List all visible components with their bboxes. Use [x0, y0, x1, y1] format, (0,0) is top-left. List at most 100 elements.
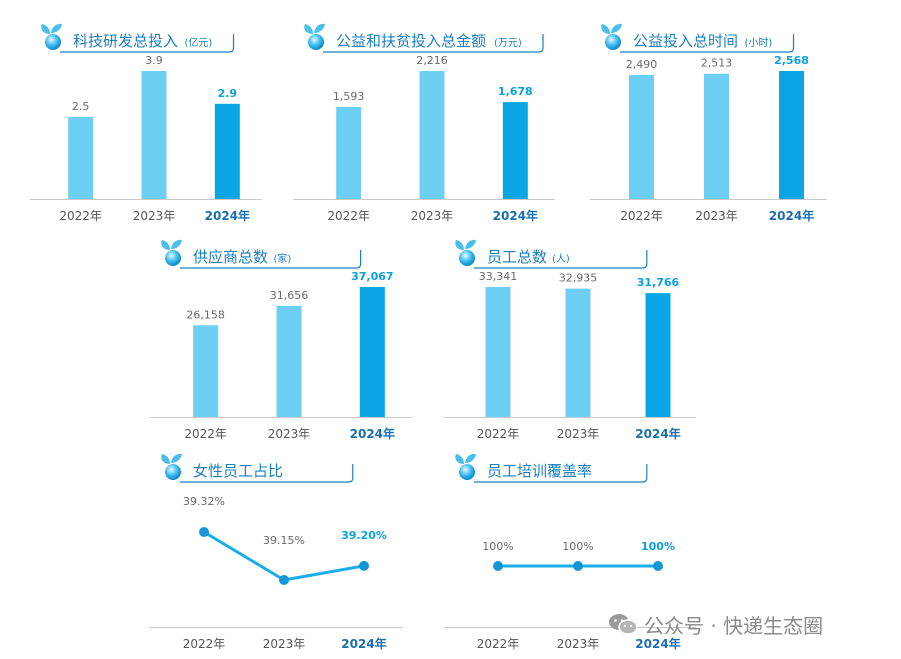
point-1	[279, 575, 289, 585]
value-label-0: 26,158	[186, 308, 225, 321]
title-underline	[323, 34, 544, 53]
panel-female-ratio: 女性员工占比 39.32% 2022年 39.15% 2023年 39.20% 2024年	[150, 446, 410, 654]
category-label-1: 2023年	[263, 637, 306, 651]
value-label-2: 1,678	[498, 85, 533, 98]
leaf-left	[455, 240, 464, 250]
chart-header: 员工总数 (人)	[455, 239, 648, 269]
chart-rd-investment: 科技研发总投入 (亿元) 2.5 2022年 3.9 2023年 2.9 2024年	[30, 23, 262, 223]
value-label-0: 2,490	[626, 58, 658, 71]
leaf-globe-icon	[161, 453, 182, 480]
bar-0	[193, 325, 219, 417]
chart-title: 科技研发总投入	[73, 32, 178, 50]
leaf-left	[304, 24, 313, 34]
value-label-2: 37,067	[351, 270, 393, 283]
category-label-1: 2023年	[133, 209, 176, 223]
category-label-1: 2023年	[268, 427, 311, 441]
title-underline	[474, 250, 648, 269]
value-label-0: 33,341	[479, 270, 518, 283]
category-label-1: 2023年	[411, 209, 454, 223]
value-label-0: 100%	[482, 540, 513, 553]
chart-header: 科技研发总投入 (亿元)	[41, 23, 235, 53]
chart-header: 女性员工占比	[161, 453, 354, 483]
panel-rd-investment: 科技研发总投入 (亿元) 2.5 2022年 3.9 2023年 2.9 2024年	[30, 16, 270, 226]
category-label-0: 2022年	[620, 209, 663, 223]
point-1	[573, 561, 583, 571]
bar-2	[779, 71, 804, 199]
globe-sphere	[165, 464, 181, 480]
bar-2	[359, 287, 385, 417]
leaf-left	[161, 454, 170, 464]
leaf-globe-icon	[161, 239, 182, 266]
bar-1	[419, 71, 445, 199]
watermark: 公众号 · 快递生态圈	[608, 610, 878, 638]
chart-title: 员工总数	[487, 248, 547, 266]
chart-training-coverage: 员工培训覆盖率 100% 2022年 100% 2023年 100% 2024年	[444, 453, 696, 651]
category-label-2: 2024年	[205, 208, 250, 223]
leaf-right	[171, 453, 182, 463]
globe-sphere	[45, 34, 61, 50]
value-label-1: 2,513	[701, 57, 733, 70]
title-underline	[474, 464, 648, 483]
value-label-0: 2.5	[72, 100, 90, 113]
chart-female-ratio: 女性员工占比 39.32% 2022年 39.15% 2023年 39.20% 2024年	[150, 453, 402, 651]
category-label-2: 2024年	[635, 636, 680, 651]
value-label-1: 32,935	[559, 272, 598, 285]
chart-charity-amount: 公益和扶贫投入总金额 (万元) 1,593 2022年 2,216 2023年 1,678 2…	[293, 23, 555, 223]
chart-header: 公益投入总时间 (小时)	[601, 23, 795, 53]
chart-header: 供应商总数 (家)	[161, 239, 362, 269]
value-label-2: 2.9	[218, 87, 238, 100]
category-label-1: 2023年	[695, 209, 738, 223]
value-label-1: 100%	[562, 540, 593, 553]
leaf-right	[314, 23, 325, 33]
leaf-globe-icon	[455, 453, 476, 480]
point-0	[199, 527, 209, 537]
chart-supplier-count: 供应商总数 (家) 26,158 2022年 31,656 2023年 37,067 2024…	[150, 239, 412, 441]
category-label-0: 2022年	[184, 427, 227, 441]
chart-unit: (家)	[274, 252, 292, 265]
chart-unit: (亿元)	[185, 36, 213, 49]
leaf-left	[455, 454, 464, 464]
title-underline	[180, 464, 354, 483]
watermark-text: 公众号 · 快递生态圈	[644, 613, 824, 638]
value-label-1: 2,216	[416, 54, 448, 67]
wechat-icon	[608, 612, 638, 636]
title-underline	[180, 250, 362, 269]
leaf-globe-icon	[455, 239, 476, 266]
category-label-1: 2023年	[557, 637, 600, 651]
category-label-1: 2023年	[557, 427, 600, 441]
point-0	[493, 561, 503, 571]
panel-supplier-count: 供应商总数 (家) 26,158 2022年 31,656 2023年 37,067 2024…	[150, 232, 420, 444]
globe-sphere	[459, 464, 475, 480]
panel-training-coverage: 员工培训覆盖率 100% 2022年 100% 2023年 100% 2024年	[444, 446, 704, 654]
bar-1	[276, 305, 302, 417]
value-label-1: 31,656	[270, 289, 309, 302]
leaf-globe-icon	[601, 23, 622, 50]
category-label-0: 2022年	[327, 209, 370, 223]
title-underline	[60, 34, 235, 53]
category-label-0: 2022年	[477, 637, 520, 651]
bar-0	[68, 116, 94, 199]
leaf-right	[465, 239, 476, 249]
panel-charity-hours: 公益投入总时间 (小时) 2,490 2022年 2,513 2023年 2,568 2024…	[590, 16, 835, 226]
leaf-globe-icon	[41, 23, 62, 50]
chart-unit: (人)	[552, 253, 570, 265]
bar-0	[336, 106, 362, 199]
category-label-2: 2024年	[493, 208, 538, 223]
value-label-0: 39.32%	[183, 495, 225, 508]
category-label-0: 2022年	[477, 427, 520, 441]
value-label-1: 39.15%	[263, 534, 305, 547]
leaf-left	[41, 24, 50, 34]
value-label-2: 31,766	[637, 276, 680, 289]
leaf-left	[601, 24, 610, 34]
title-underline	[620, 34, 795, 53]
chart-header: 员工培训覆盖率	[455, 453, 648, 483]
bar-1	[141, 71, 167, 199]
point-2	[653, 561, 663, 571]
value-label-2: 39.20%	[341, 529, 387, 542]
category-label-2: 2024年	[350, 426, 395, 441]
chart-unit: (小时)	[745, 37, 773, 49]
chart-employee-count: 员工总数 (人) 33,341 2022年 32,935 2023年 31,766 2024年	[444, 239, 696, 441]
leaf-right	[51, 23, 62, 33]
category-label-2: 2024年	[769, 208, 814, 223]
leaf-right	[611, 23, 622, 33]
